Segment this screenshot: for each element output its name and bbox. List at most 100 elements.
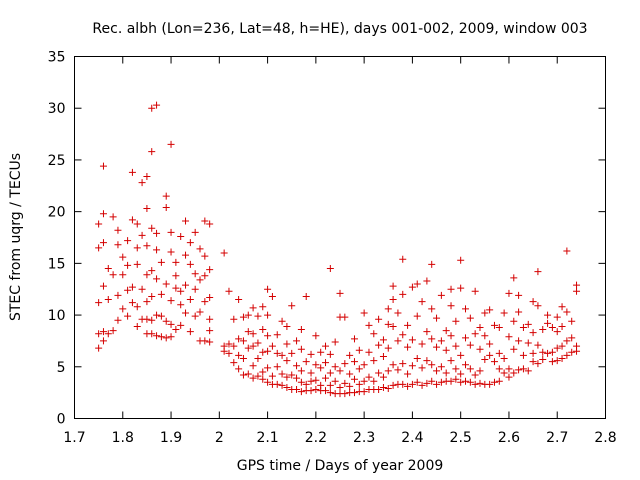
data-point (148, 292, 156, 300)
data-point (558, 342, 566, 350)
data-point (336, 289, 344, 297)
data-point (428, 305, 436, 313)
data-point (157, 258, 165, 266)
data-point (326, 369, 334, 377)
data-point (172, 272, 180, 280)
data-point (268, 292, 276, 300)
data-point (201, 298, 209, 306)
data-point (331, 338, 339, 346)
data-point (225, 340, 233, 348)
data-point (288, 371, 296, 379)
data-point (505, 289, 513, 297)
data-point (244, 370, 252, 378)
data-point (312, 386, 320, 394)
x-tick-label: 1.7 (63, 430, 85, 446)
data-point (418, 340, 426, 348)
data-point (442, 327, 450, 335)
data-point (201, 217, 209, 225)
data-point (182, 281, 190, 289)
data-point (389, 361, 397, 369)
data-point (254, 339, 262, 347)
data-point (128, 283, 136, 291)
data-point (505, 333, 513, 341)
data-point (157, 290, 165, 298)
data-point (283, 383, 291, 391)
data-point (452, 365, 460, 373)
data-point (307, 350, 315, 358)
data-point (99, 162, 107, 170)
data-point (119, 305, 127, 313)
data-point (124, 261, 132, 269)
data-point (471, 380, 479, 388)
data-point (534, 341, 542, 349)
data-point (225, 349, 233, 357)
plot-frame (74, 56, 606, 419)
data-point (558, 355, 566, 363)
data-point (196, 308, 204, 316)
data-point (486, 351, 494, 359)
data-point (539, 326, 547, 334)
data-point (307, 369, 315, 377)
data-point (182, 217, 190, 225)
data-point (413, 378, 421, 386)
data-point (384, 367, 392, 375)
data-point (408, 336, 416, 344)
data-point (346, 370, 354, 378)
data-point (119, 253, 127, 261)
data-point (235, 351, 243, 359)
data-point (206, 266, 214, 274)
data-point (148, 330, 156, 338)
data-point (191, 312, 199, 320)
x-tick-label: 2.7 (546, 430, 568, 446)
data-point (471, 371, 479, 379)
data-point (519, 323, 527, 331)
data-point (95, 330, 103, 338)
data-point (428, 361, 436, 369)
data-point (143, 315, 151, 323)
data-point (249, 342, 257, 350)
data-point (138, 285, 146, 293)
data-point (404, 382, 412, 390)
data-point (196, 245, 204, 253)
data-point (99, 337, 107, 345)
data-point (515, 308, 523, 316)
data-point (268, 342, 276, 350)
data-point (418, 364, 426, 372)
data-point (99, 282, 107, 290)
x-tick-label: 1.8 (112, 430, 134, 446)
data-point (408, 362, 416, 370)
data-point (442, 369, 450, 377)
data-point (104, 296, 112, 304)
data-point (384, 305, 392, 313)
data-point (254, 312, 262, 320)
data-point (423, 357, 431, 365)
data-point (293, 337, 301, 345)
data-point (481, 356, 489, 364)
data-points (95, 101, 581, 398)
data-point (404, 370, 412, 378)
data-point (500, 309, 508, 317)
data-point (471, 287, 479, 295)
data-point (433, 380, 441, 388)
data-point (186, 260, 194, 268)
data-point (322, 359, 330, 367)
data-point (239, 355, 247, 363)
data-point (153, 275, 161, 283)
data-point (389, 322, 397, 330)
data-point (563, 351, 571, 359)
data-point (254, 355, 262, 363)
data-point (437, 291, 445, 299)
data-point (365, 373, 373, 381)
data-point (307, 387, 315, 395)
data-point (186, 328, 194, 336)
data-point (99, 239, 107, 247)
data-point (413, 355, 421, 363)
data-point (379, 383, 387, 391)
data-point (278, 370, 286, 378)
data-point (490, 321, 498, 329)
data-point (114, 241, 122, 249)
data-point (201, 272, 209, 280)
data-point (568, 334, 576, 342)
data-point (495, 377, 503, 385)
